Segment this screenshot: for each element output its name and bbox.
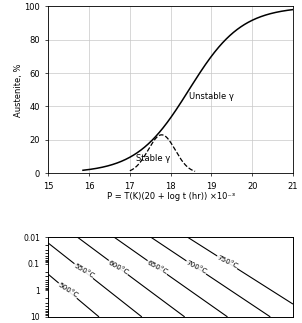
Text: 700°C: 700°C <box>185 260 208 275</box>
Text: 500°C: 500°C <box>56 282 79 299</box>
Text: 600°C: 600°C <box>107 259 130 276</box>
Text: 650°C: 650°C <box>146 260 169 276</box>
X-axis label: P = T(K)(20 + log t (hr)) ×10⁻³: P = T(K)(20 + log t (hr)) ×10⁻³ <box>107 192 235 201</box>
Text: Stable γ: Stable γ <box>136 154 170 163</box>
Text: 550°C: 550°C <box>72 263 95 279</box>
Text: Unstable γ: Unstable γ <box>189 92 234 101</box>
Y-axis label: Austenite, %: Austenite, % <box>14 63 23 117</box>
Text: 750°C: 750°C <box>216 255 239 270</box>
